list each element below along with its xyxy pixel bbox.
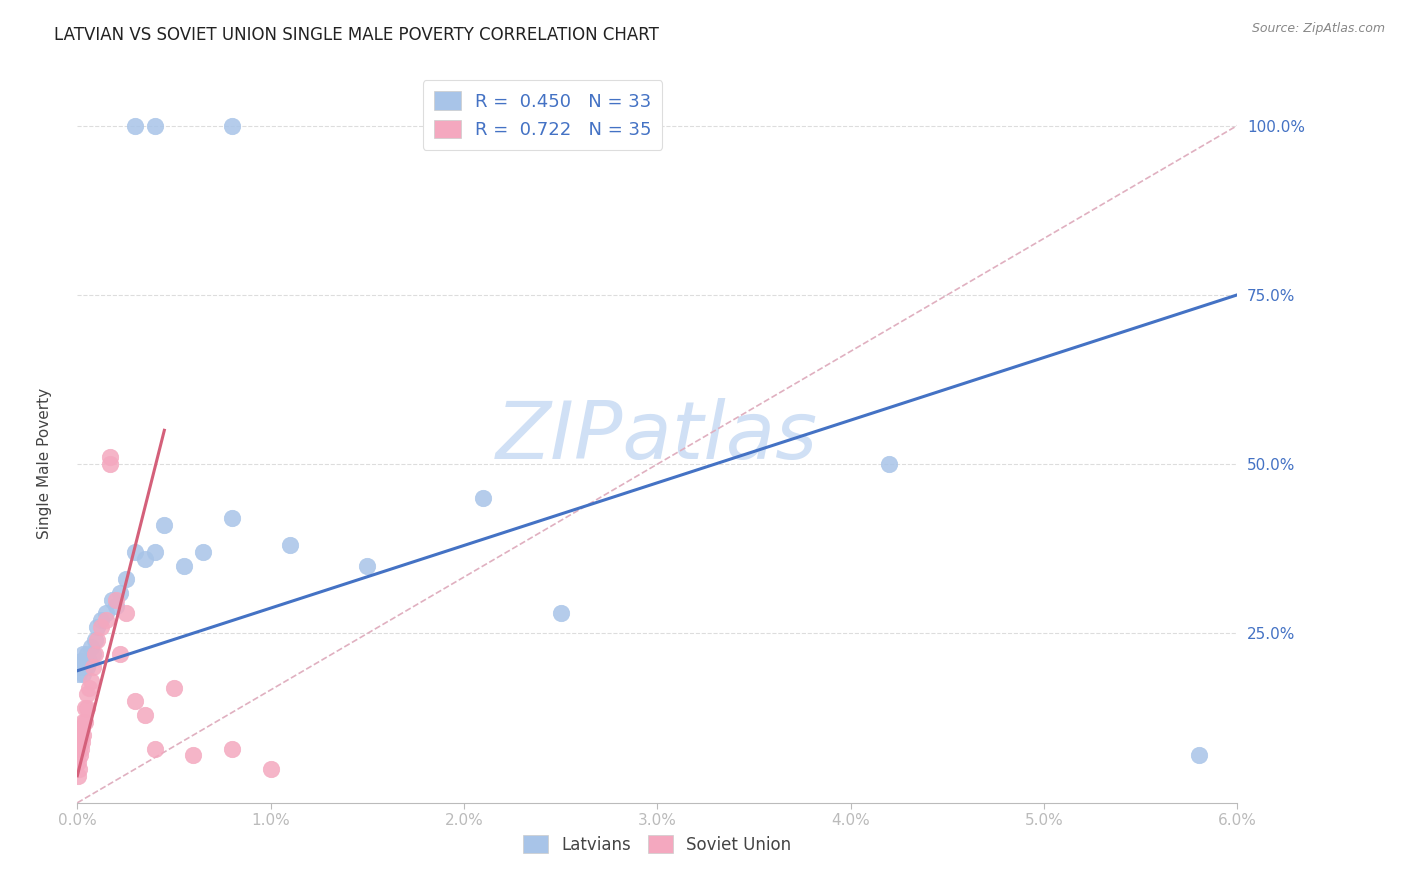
- Point: [98, 450, 121, 465]
- Point: [98, 457, 121, 471]
- Point: [76, 647, 98, 661]
- Point: [69, 735, 91, 749]
- Point: [105, 599, 127, 614]
- Point: [163, 681, 186, 695]
- Point: [134, 552, 156, 566]
- Text: ZIPatlas: ZIPatlas: [496, 398, 818, 476]
- Text: LATVIAN VS SOVIET UNION SINGLE MALE POVERTY CORRELATION CHART: LATVIAN VS SOVIET UNION SINGLE MALE POVE…: [53, 26, 659, 44]
- Text: Source: ZipAtlas.com: Source: ZipAtlas.com: [1251, 22, 1385, 36]
- Point: [82, 660, 104, 674]
- Point: [1187, 748, 1209, 763]
- Point: [124, 694, 146, 708]
- Point: [70, 654, 93, 668]
- Point: [877, 457, 901, 471]
- Point: [108, 586, 131, 600]
- Point: [76, 660, 98, 674]
- Point: [90, 613, 111, 627]
- Point: [67, 741, 90, 756]
- Point: [83, 647, 105, 661]
- Point: [550, 606, 572, 620]
- Point: [278, 538, 301, 552]
- Point: [96, 613, 118, 627]
- Point: [105, 592, 127, 607]
- Point: [67, 762, 90, 776]
- Point: [83, 633, 105, 648]
- Point: [173, 558, 195, 573]
- Point: [143, 741, 166, 756]
- Point: [472, 491, 495, 505]
- Point: [77, 654, 100, 668]
- Point: [221, 119, 243, 133]
- Point: [70, 741, 93, 756]
- Point: [70, 721, 93, 735]
- Point: [67, 667, 90, 681]
- Point: [70, 735, 93, 749]
- Point: [75, 701, 96, 715]
- Point: [114, 572, 136, 586]
- Point: [80, 640, 103, 654]
- Legend: Latvians, Soviet Union: Latvians, Soviet Union: [516, 829, 799, 860]
- Point: [108, 647, 131, 661]
- Text: Single Male Poverty: Single Male Poverty: [38, 388, 52, 540]
- Point: [183, 748, 205, 763]
- Point: [259, 762, 281, 776]
- Point: [96, 606, 118, 620]
- Point: [153, 518, 176, 533]
- Point: [72, 728, 94, 742]
- Point: [76, 701, 98, 715]
- Point: [76, 688, 98, 702]
- Point: [82, 647, 104, 661]
- Point: [356, 558, 378, 573]
- Point: [124, 119, 146, 133]
- Point: [221, 511, 243, 525]
- Point: [221, 741, 243, 756]
- Point: [70, 728, 93, 742]
- Point: [72, 667, 94, 681]
- Point: [72, 647, 94, 661]
- Point: [80, 673, 103, 688]
- Point: [75, 654, 96, 668]
- Point: [124, 545, 146, 559]
- Point: [77, 681, 100, 695]
- Point: [75, 714, 96, 729]
- Point: [67, 769, 90, 783]
- Point: [70, 660, 93, 674]
- Point: [72, 714, 94, 729]
- Point: [134, 707, 156, 722]
- Point: [101, 592, 124, 607]
- Point: [114, 606, 136, 620]
- Point: [69, 748, 91, 763]
- Point: [191, 545, 214, 559]
- Point: [143, 545, 166, 559]
- Point: [90, 620, 111, 634]
- Point: [67, 755, 90, 769]
- Point: [86, 620, 108, 634]
- Point: [86, 633, 108, 648]
- Point: [143, 119, 166, 133]
- Point: [75, 660, 96, 674]
